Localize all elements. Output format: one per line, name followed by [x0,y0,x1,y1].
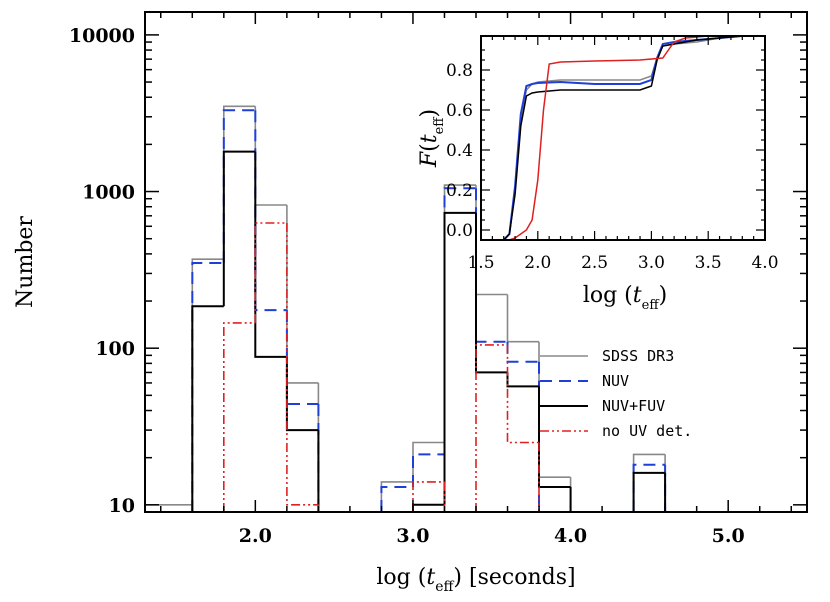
legend-entry-sdss-dr3: SDSS DR3 [540,347,674,365]
inset-y-tick-label: 0.4 [446,141,473,161]
legend-entry-nuv-fuv: NUV+FUV [540,397,665,415]
x-axis-title-t: t [426,565,435,590]
legend-label: no UV det. [602,422,692,440]
legend: SDSS DR3 NUV NUV+FUV no UV det. [540,347,692,440]
legend-label: SDSS DR3 [602,347,674,365]
inset-y-title-F: F [417,151,442,168]
inset-y-title-sub: eff [432,116,447,135]
x-axis-title-prefix: log ( [376,565,426,590]
inset-cdf-plot: 1.5 2.0 2.5 3.0 3.5 4.0 0.0 0.2 0.4 0.6 0.8 log (… [417,35,779,313]
x-tick-label: 3.0 [396,525,429,547]
inset-x-tick-label: 2.5 [581,253,608,273]
x-axis-title: log (teff) [seconds] [376,565,575,595]
legend-entry-no-uv-det: no UV det. [540,422,692,440]
x-axis-title-suffix: ) [seconds] [453,565,575,590]
inset-x-tick-labels: 1.5 2.0 2.5 3.0 3.5 4.0 [467,253,778,273]
y-axis-title: Number [13,216,38,308]
y-tick-label: 1000 [82,182,135,204]
inset-line-no-uv-det [481,35,765,241]
y-tick-label: 10000 [69,25,135,47]
inset-x-title-sub: eff [642,298,661,313]
inset-x-title-suffix: ) [659,283,668,308]
inset-y-tick-label: 0.8 [446,61,473,81]
inset-y-tick-label: 0.0 [446,221,473,241]
main-plot: 2.0 3.0 4.0 5.0 10 100 1000 10000 Number log (… [13,11,808,595]
main-x-tick-labels: 2.0 3.0 4.0 5.0 [239,525,745,547]
inset-y-title-close: ) [417,109,442,118]
main-y-tick-labels: 10 100 1000 10000 [69,25,135,517]
inset-y-tick-labels: 0.0 0.2 0.4 0.6 0.8 [446,61,473,241]
legend-label: NUV+FUV [602,397,665,415]
inset-x-title-prefix: log ( [583,283,633,308]
legend-label: NUV [602,372,629,390]
inset-x-tick-label: 3.5 [695,253,722,273]
inset-x-tick-label: 4.0 [751,253,778,273]
legend-entry-nuv: NUV [540,372,629,390]
inset-y-axis-title: F(teff) [417,109,447,168]
inset-x-axis-title: log (teff) [583,283,667,313]
x-tick-label: 2.0 [239,525,272,547]
x-axis-title-sub: eff [435,579,454,595]
x-tick-label: 4.0 [554,525,587,547]
inset-y-tick-label: 0.6 [446,101,473,121]
main-axis-ticks [145,12,807,512]
inset-y-title-open: ( [417,143,442,152]
x-tick-label: 5.0 [712,525,745,547]
inset-x-tick-label: 2.0 [524,253,551,273]
inset-x-tick-label: 3.0 [638,253,665,273]
y-tick-label: 100 [95,338,135,360]
y-tick-label: 10 [109,495,135,517]
inset-axis-ticks [480,36,766,240]
inset-plot-frame [480,35,766,241]
inset-background [481,36,765,240]
inset-y-tick-label: 0.2 [446,181,473,201]
inset-x-tick-label: 1.5 [467,253,494,273]
inset-y-title-t: t [417,134,442,143]
inset-x-title-t: t [633,283,642,308]
